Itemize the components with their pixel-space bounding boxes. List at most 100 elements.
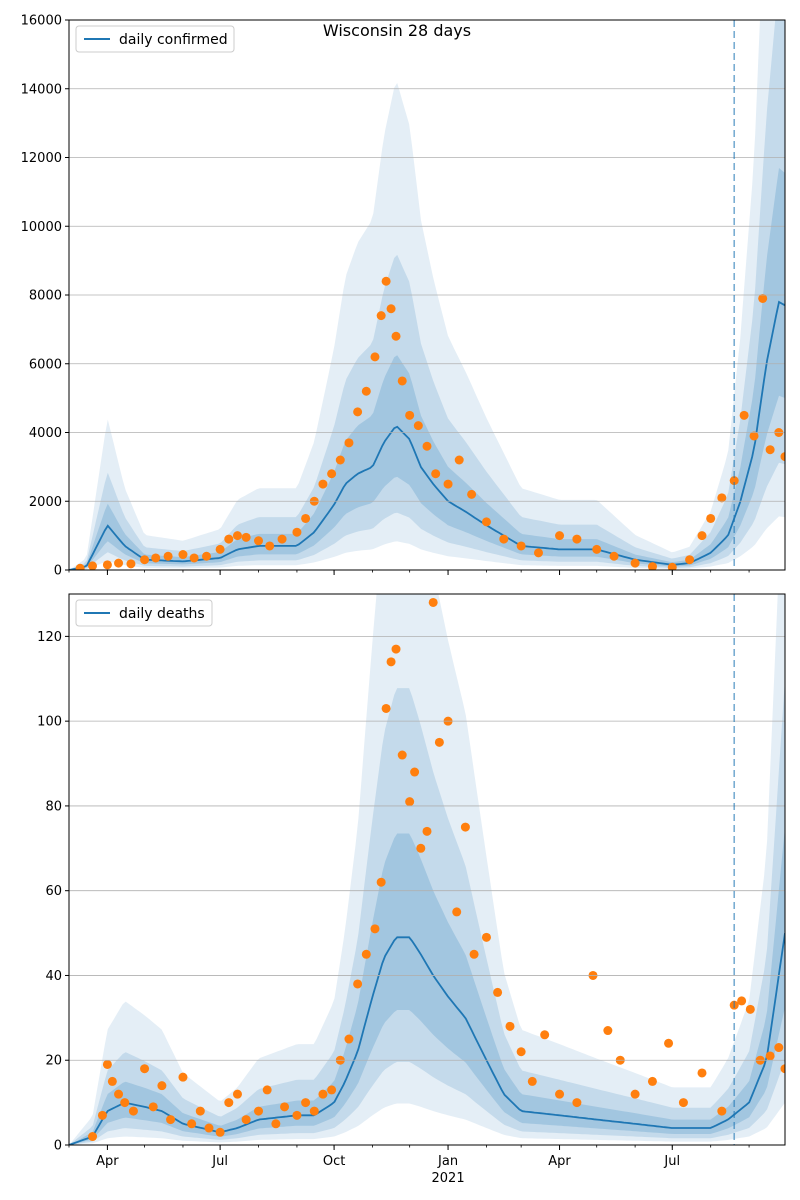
observed-point — [758, 293, 768, 303]
observed-point — [555, 531, 565, 541]
observed-point — [187, 1119, 197, 1129]
x-tick-label: Jul — [663, 1154, 680, 1169]
observed-point — [667, 562, 677, 570]
observed-point — [386, 657, 396, 667]
observed-point — [327, 469, 337, 479]
observed-point — [140, 1064, 150, 1074]
x-tick-label: Apr — [548, 1154, 571, 1169]
observed-point — [533, 548, 543, 558]
observed-point — [405, 410, 415, 420]
observed-point — [195, 1106, 205, 1116]
observed-point — [215, 544, 225, 554]
observed-point — [452, 907, 462, 917]
observed-point — [381, 276, 391, 286]
legend-box — [75, 25, 235, 53]
y-tick-label: 6000 — [29, 357, 62, 372]
observed-point — [166, 1115, 176, 1125]
observed-point — [516, 541, 526, 551]
observed-point — [397, 750, 407, 760]
observed-point — [410, 767, 420, 777]
observed-point — [467, 489, 477, 499]
uncertainty-band-2 — [69, 678, 785, 1145]
observed-point — [422, 441, 432, 451]
observed-point — [678, 1098, 688, 1108]
observed-point — [75, 563, 85, 570]
observed-point — [405, 797, 415, 807]
observed-point — [88, 561, 98, 570]
x-tick-label: Apr — [96, 1154, 119, 1169]
observed-point — [780, 1064, 785, 1074]
observed-point — [280, 1102, 290, 1112]
observed-point — [443, 479, 453, 489]
observed-point — [717, 1106, 727, 1116]
observed-point — [765, 445, 775, 455]
observed-point — [493, 987, 503, 997]
legend-label: daily deaths — [119, 606, 205, 622]
observed-point — [397, 376, 407, 386]
observed-point — [572, 534, 582, 544]
deaths-panel: 0 20 40 60 80 100 120 Apr Jul Oct Jan Apr Jul 2021 dai… — [37, 593, 786, 1186]
observed-point — [232, 1089, 242, 1099]
observed-point — [292, 1110, 302, 1120]
observed-point — [265, 541, 275, 551]
observed-point — [749, 431, 759, 441]
observed-point — [413, 421, 423, 431]
y-tick-label: 2000 — [29, 495, 62, 510]
observed-point — [765, 1051, 775, 1061]
uncertainty-band-3 — [69, 168, 785, 570]
observed-point — [603, 1026, 613, 1036]
observed-point — [301, 513, 311, 523]
observed-point — [120, 1098, 130, 1108]
observed-point — [416, 843, 426, 853]
y-tick-label: 14000 — [21, 82, 62, 97]
x-tick-label: Oct — [323, 1154, 345, 1169]
observed-point — [178, 550, 188, 560]
observed-point — [241, 1115, 251, 1125]
observed-point — [370, 352, 380, 362]
uncertainty-band-3 — [69, 827, 785, 1145]
y-tick-label: 0 — [54, 564, 62, 579]
observed-point — [481, 517, 491, 527]
observed-point — [717, 493, 727, 503]
observed-point — [780, 452, 785, 462]
observed-point — [431, 469, 441, 479]
plot-area — [69, 20, 785, 570]
observed-point — [697, 531, 707, 541]
observed-point — [318, 1089, 328, 1099]
observed-point — [697, 1068, 707, 1078]
observed-point — [647, 1076, 657, 1086]
figure-title: Wisconsin 28 days — [323, 21, 471, 40]
observed-point — [572, 1098, 582, 1108]
y-tick-label: 12000 — [21, 151, 62, 166]
observed-point — [527, 1076, 537, 1086]
observed-point — [391, 644, 401, 654]
observed-point — [516, 1047, 526, 1057]
observed-point — [215, 1127, 225, 1137]
observed-point — [386, 304, 396, 314]
y-tick-label: 8000 — [29, 289, 62, 304]
observed-point — [685, 555, 695, 565]
observed-point — [381, 703, 391, 713]
observed-point — [370, 924, 380, 934]
observed-point — [189, 553, 199, 563]
observed-point — [376, 311, 386, 321]
y-tick-label: 20 — [45, 1054, 62, 1069]
y-tick-label: 0 — [54, 1139, 62, 1154]
observed-point — [774, 1043, 784, 1053]
uncertainty-band-1 — [69, 594, 785, 1145]
observed-point — [114, 558, 124, 568]
observed-point — [469, 949, 479, 959]
observed-point — [422, 826, 432, 836]
observed-point — [361, 949, 371, 959]
observed-point — [126, 559, 136, 569]
observed-point — [555, 1089, 565, 1099]
observed-point — [318, 479, 328, 489]
observed-point — [729, 476, 739, 486]
x-tick-label: Jan — [437, 1154, 458, 1169]
observed-point — [128, 1106, 138, 1116]
axes-frame — [68, 593, 786, 1146]
legend-label: daily confirmed — [119, 32, 228, 48]
observed-point — [163, 551, 173, 561]
observed-point — [428, 597, 438, 607]
